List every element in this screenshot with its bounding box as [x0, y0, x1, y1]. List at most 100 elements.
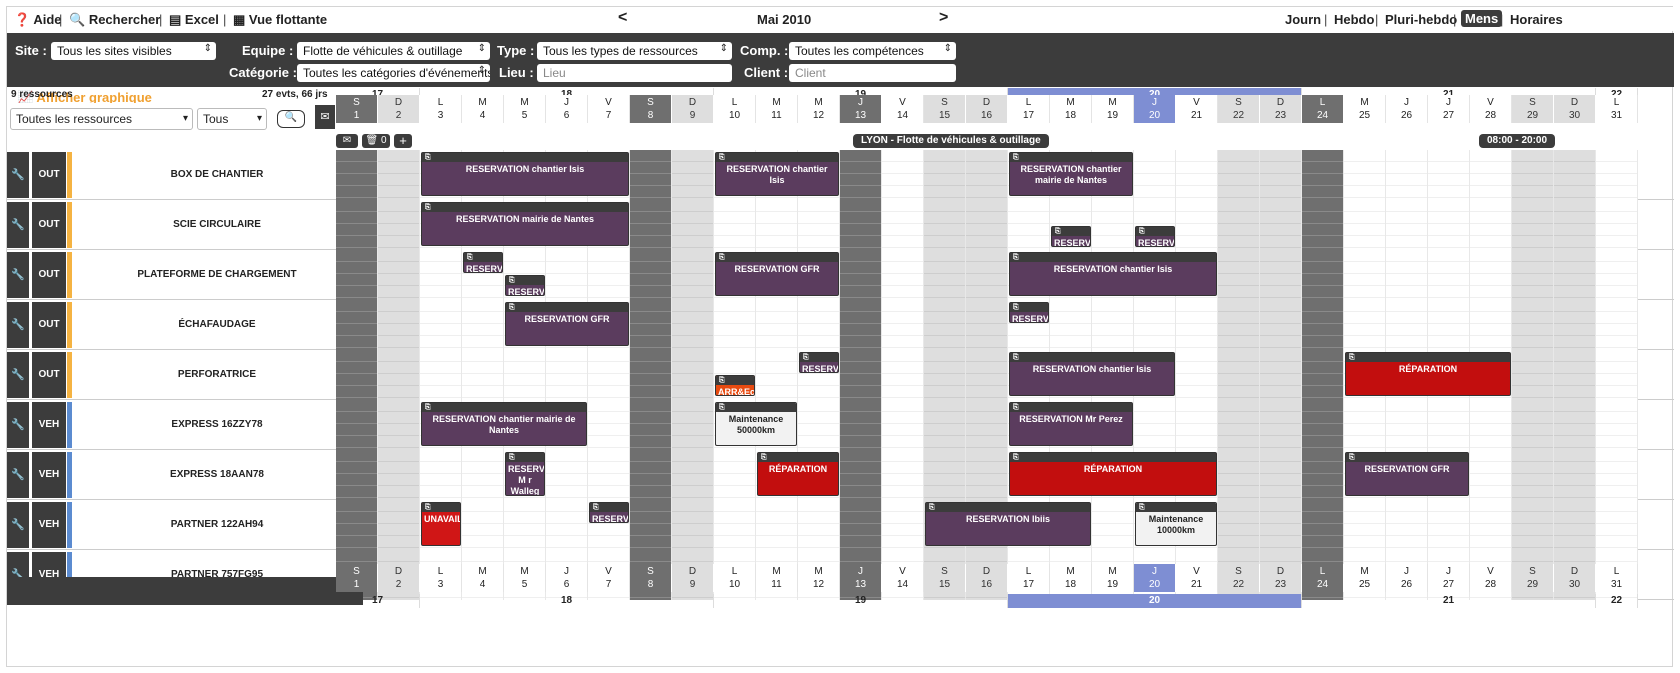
day-cell[interactable] [714, 300, 756, 350]
day-cell[interactable] [1428, 500, 1470, 550]
mail-all-button[interactable]: ✉ [336, 134, 358, 148]
event-block[interactable]: ⎘ RESERV [799, 352, 839, 373]
day-cell[interactable] [378, 250, 420, 300]
day-cell[interactable] [462, 500, 504, 550]
day-cell[interactable] [462, 300, 504, 350]
day-cell[interactable] [1554, 250, 1596, 300]
day-header[interactable]: V 28 [1470, 95, 1512, 123]
day-cell[interactable] [546, 250, 588, 300]
view-hours[interactable]: Horaires [1510, 12, 1563, 27]
day-header[interactable]: M 19 [1092, 564, 1134, 592]
day-cell[interactable] [630, 300, 672, 350]
day-cell[interactable] [1218, 500, 1260, 550]
day-header[interactable]: J 20 [1134, 95, 1176, 123]
event-block[interactable]: ⎘ RESERVATION M r Walleg [505, 452, 545, 496]
day-header[interactable]: S 22 [1218, 564, 1260, 592]
day-cell[interactable] [1260, 500, 1302, 550]
event-block[interactable]: ⎘ RÉPARATION [1009, 452, 1217, 496]
resource-name[interactable]: ÉCHAFAUDAGE [178, 319, 256, 330]
day-cell[interactable] [420, 350, 462, 400]
week-header[interactable]: 17 [336, 594, 420, 608]
day-cell[interactable] [1596, 450, 1638, 500]
day-cell[interactable] [1218, 300, 1260, 350]
day-header[interactable]: M 11 [756, 95, 798, 123]
day-header[interactable]: D 30 [1554, 95, 1596, 123]
day-cell[interactable] [1512, 350, 1554, 400]
day-header[interactable]: J 27 [1428, 95, 1470, 123]
event-block[interactable]: ⎘ RESERVATION chantier Isis [715, 152, 839, 196]
event-block[interactable]: ⎘ RESERV [463, 252, 503, 273]
day-cell[interactable] [1302, 450, 1344, 500]
day-cell[interactable] [672, 250, 714, 300]
day-header[interactable]: M 25 [1344, 95, 1386, 123]
day-header[interactable]: J 27 [1428, 564, 1470, 592]
event-block[interactable]: ⎘ RESERV [1009, 302, 1049, 323]
day-cell[interactable] [672, 350, 714, 400]
day-cell[interactable] [966, 450, 1008, 500]
event-block[interactable]: ⎘ RESERVATION chantier Isis [1009, 252, 1217, 296]
day-cell[interactable] [1386, 150, 1428, 200]
wrench-icon[interactable]: 🔧 [7, 252, 29, 298]
day-cell[interactable] [378, 200, 420, 250]
day-cell[interactable] [1092, 500, 1134, 550]
day-cell[interactable] [1260, 200, 1302, 250]
day-cell[interactable] [966, 350, 1008, 400]
wrench-icon[interactable]: 🔧 [7, 202, 29, 248]
wrench-icon[interactable]: 🔧 [7, 352, 29, 398]
day-header[interactable]: D 16 [966, 564, 1008, 592]
site-select[interactable]: Tous les sites visibles ⇕ [51, 42, 216, 60]
day-cell[interactable] [420, 450, 462, 500]
add-button[interactable]: + [394, 134, 412, 148]
wrench-icon[interactable]: 🔧 [7, 302, 29, 348]
event-block[interactable]: ⎘ RESERVATION Ibiis [925, 502, 1091, 546]
wrench-icon[interactable]: 🔧 [7, 152, 29, 198]
day-cell[interactable] [1512, 400, 1554, 450]
day-cell[interactable] [336, 450, 378, 500]
day-cell[interactable] [1344, 300, 1386, 350]
event-block[interactable]: ⎘ RESERVATION GFR [505, 302, 629, 346]
event-block[interactable]: ⎘ Maintenance 50000km [715, 402, 797, 446]
day-cell[interactable] [1092, 200, 1134, 250]
day-cell[interactable] [1218, 200, 1260, 250]
day-header[interactable]: D 23 [1260, 564, 1302, 592]
week-header[interactable]: 19 [714, 594, 1008, 608]
day-cell[interactable] [1176, 200, 1218, 250]
day-cell[interactable] [1092, 300, 1134, 350]
day-cell[interactable] [1596, 500, 1638, 550]
day-cell[interactable] [840, 400, 882, 450]
day-header[interactable]: M 25 [1344, 564, 1386, 592]
day-cell[interactable] [672, 200, 714, 250]
excel-link[interactable]: ▤ Excel [169, 12, 219, 27]
day-cell[interactable] [882, 200, 924, 250]
day-cell[interactable] [1470, 400, 1512, 450]
day-cell[interactable] [1176, 150, 1218, 200]
day-cell[interactable] [1596, 200, 1638, 250]
day-cell[interactable] [672, 400, 714, 450]
day-header[interactable]: S 29 [1512, 564, 1554, 592]
day-header[interactable]: J 20 [1134, 564, 1176, 592]
day-cell[interactable] [336, 350, 378, 400]
day-cell[interactable] [966, 250, 1008, 300]
day-cell[interactable] [378, 450, 420, 500]
day-cell[interactable] [1512, 500, 1554, 550]
event-block[interactable]: ⎘ RESERV [1135, 226, 1175, 247]
day-header[interactable]: V 28 [1470, 564, 1512, 592]
day-cell[interactable] [672, 450, 714, 500]
day-cell[interactable] [924, 250, 966, 300]
day-header[interactable]: L 17 [1008, 95, 1050, 123]
next-month-button[interactable]: > [939, 9, 949, 26]
event-block[interactable]: ⎘ RESERVATION GFR [715, 252, 839, 296]
week-header[interactable]: 20 [1008, 594, 1302, 608]
day-cell[interactable] [966, 150, 1008, 200]
day-cell[interactable] [1512, 300, 1554, 350]
day-cell[interactable] [1260, 300, 1302, 350]
day-cell[interactable] [630, 250, 672, 300]
day-cell[interactable] [1302, 400, 1344, 450]
day-cell[interactable] [882, 300, 924, 350]
event-block[interactable]: ⎘ RESERVATION chantier Isis [421, 152, 629, 196]
day-cell[interactable] [714, 450, 756, 500]
